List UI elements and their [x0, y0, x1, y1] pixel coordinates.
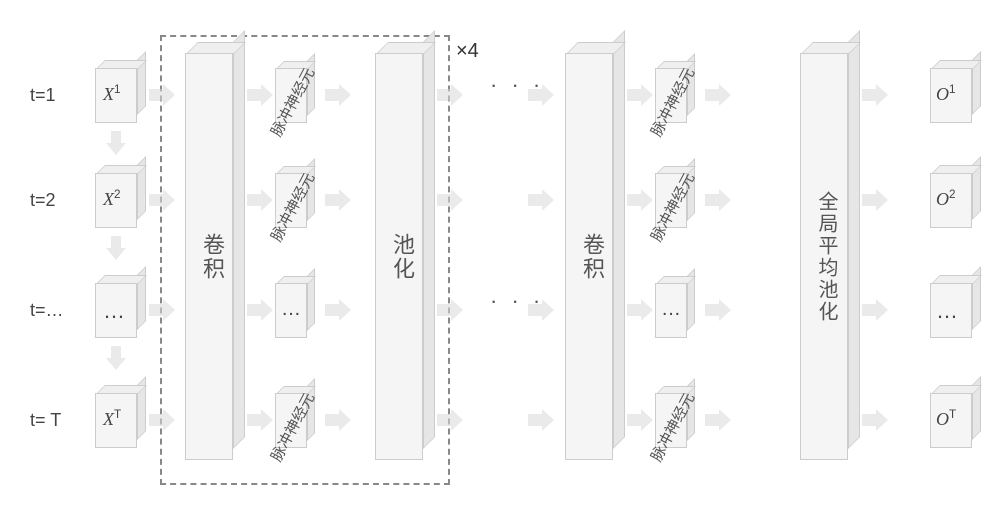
flow-arrow-icon [437, 409, 463, 431]
flow-arrow-icon [325, 189, 351, 211]
flow-arrow-icon [627, 299, 653, 321]
input-label: X1 [103, 83, 121, 105]
repeat-multiplier: ×4 [456, 40, 479, 63]
flow-arrow-icon [247, 189, 273, 211]
neuron-ellipsis: … [661, 298, 681, 321]
flow-arrow-icon [627, 189, 653, 211]
flow-arrow-icon [149, 189, 175, 211]
flow-arrow-icon [149, 409, 175, 431]
timestep-label: t=1 [30, 85, 56, 106]
input-label: X2 [103, 188, 121, 210]
flow-arrow-icon [862, 409, 888, 431]
output-label: … [936, 298, 958, 324]
neuron-ellipsis: … [281, 298, 301, 321]
time-arrow-icon [106, 236, 126, 260]
timestep-label: t= T [30, 410, 61, 431]
pool1-label: 池化 [386, 233, 418, 281]
flow-arrow-icon [705, 409, 731, 431]
timestep-label: t=2 [30, 190, 56, 211]
flow-arrow-icon [627, 84, 653, 106]
input-label: XT [103, 408, 121, 430]
flow-arrow-icon [528, 189, 554, 211]
flow-arrow-icon [862, 189, 888, 211]
flow-arrow-icon [705, 299, 731, 321]
flow-arrow-icon [528, 299, 554, 321]
output-label: OT [936, 408, 956, 430]
flow-arrow-icon [149, 84, 175, 106]
flow-arrow-icon [325, 409, 351, 431]
flow-arrow-icon [528, 84, 554, 106]
flow-arrow-icon [437, 84, 463, 106]
time-arrow-icon [106, 131, 126, 155]
flow-arrow-icon [247, 409, 273, 431]
conv2-label: 卷积 [576, 233, 608, 281]
time-arrow-icon [106, 346, 126, 370]
output-label: O2 [936, 188, 956, 210]
timestep-label: t=… [30, 300, 64, 321]
flow-arrow-icon [325, 299, 351, 321]
flow-arrow-icon [437, 189, 463, 211]
conv1-label: 卷积 [196, 233, 228, 281]
flow-arrow-icon [437, 299, 463, 321]
flow-arrow-icon [705, 189, 731, 211]
flow-arrow-icon [627, 409, 653, 431]
input-label: … [103, 298, 125, 324]
flow-arrow-icon [862, 299, 888, 321]
output-label: O1 [936, 83, 956, 105]
flow-arrow-icon [705, 84, 731, 106]
flow-arrow-icon [247, 84, 273, 106]
flow-arrow-icon [325, 84, 351, 106]
flow-arrow-icon [862, 84, 888, 106]
gap-label: 全局平均池化 [812, 191, 841, 323]
flow-arrow-icon [247, 299, 273, 321]
flow-arrow-icon [149, 299, 175, 321]
flow-arrow-icon [528, 409, 554, 431]
diagram-stage: ×4 t=1 t=2 t=… t= T · · · · · · X1X2…XTO… [0, 0, 1000, 514]
